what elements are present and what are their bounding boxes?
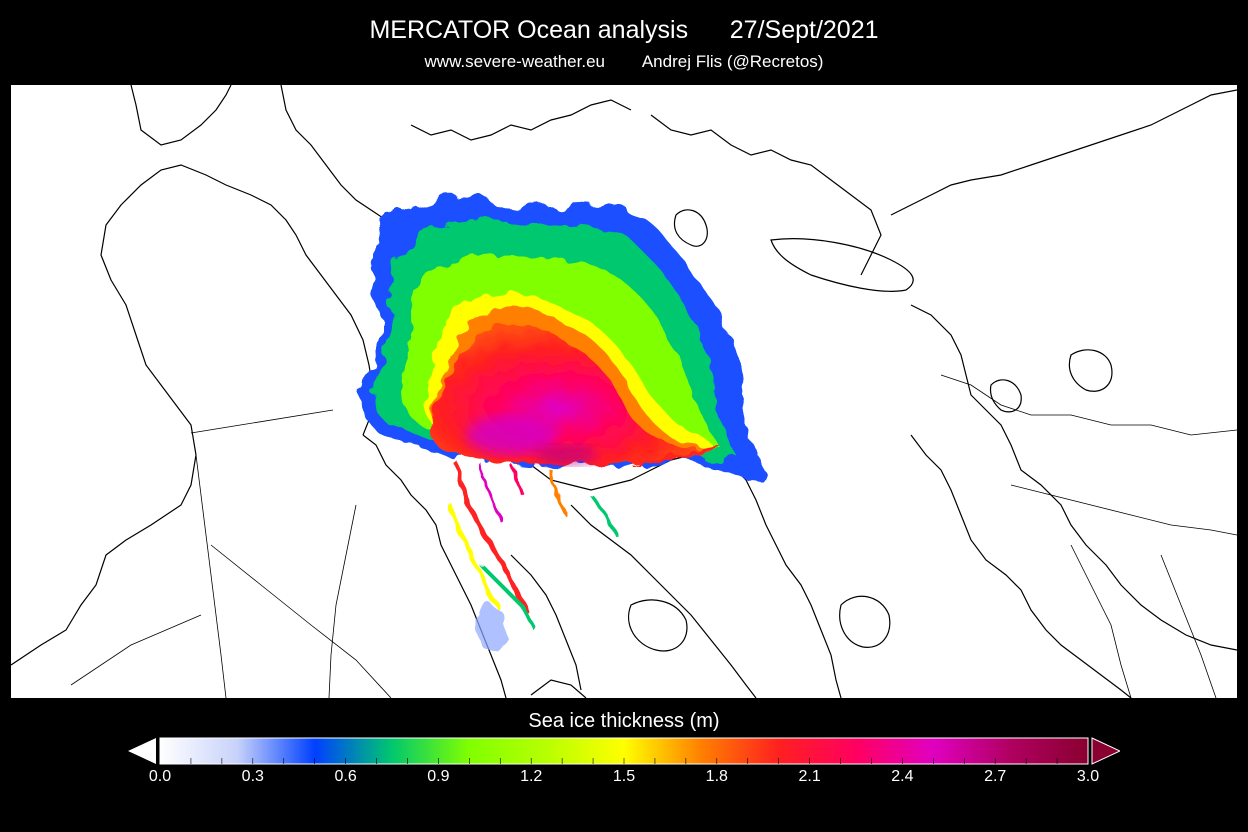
arctic-map-svg	[11, 85, 1237, 698]
colorbar-tick-label: 0.3	[241, 768, 264, 785]
colorbar-tick-label: 1.5	[612, 768, 636, 785]
colorbar-min-arrow	[128, 738, 156, 764]
map-title: MERCATOR Ocean analysis 27/Sept/2021	[369, 16, 879, 44]
colorbar-minor-ticks	[190, 758, 1058, 764]
colorbar-tick-label: 3.0	[1076, 768, 1100, 785]
sea-ice-map	[11, 85, 1237, 698]
colorbar-tick-label: 0.6	[334, 768, 357, 785]
colorbar	[128, 736, 1122, 766]
colorbar-title: Sea ice thickness (m)	[528, 710, 720, 732]
colorbar-tick-label: 2.4	[891, 768, 914, 785]
colorbar-max-arrow	[1091, 737, 1122, 765]
colorbar-tick-label: 1.8	[705, 768, 728, 785]
sea-ice-field	[364, 196, 763, 652]
colorbar-svg	[128, 737, 1122, 765]
colorbar-tick-label: 1.2	[520, 768, 543, 785]
colorbar-tick-labels: 0.0 0.3 0.6 0.9 1.2 1.5 1.8 2.1 2.4 2.7 3.0	[0, 768, 1248, 788]
colorbar-tick-label: 2.1	[798, 768, 821, 785]
colorbar-tick-label: 0.0	[148, 768, 172, 785]
colorbar-tick-label: 0.9	[427, 768, 450, 785]
borders	[70, 374, 1237, 698]
map-subtitle: www.severe-weather.eu Andrej Flis (@Recr…	[424, 52, 824, 71]
colorbar-tick-label: 2.7	[984, 768, 1007, 785]
